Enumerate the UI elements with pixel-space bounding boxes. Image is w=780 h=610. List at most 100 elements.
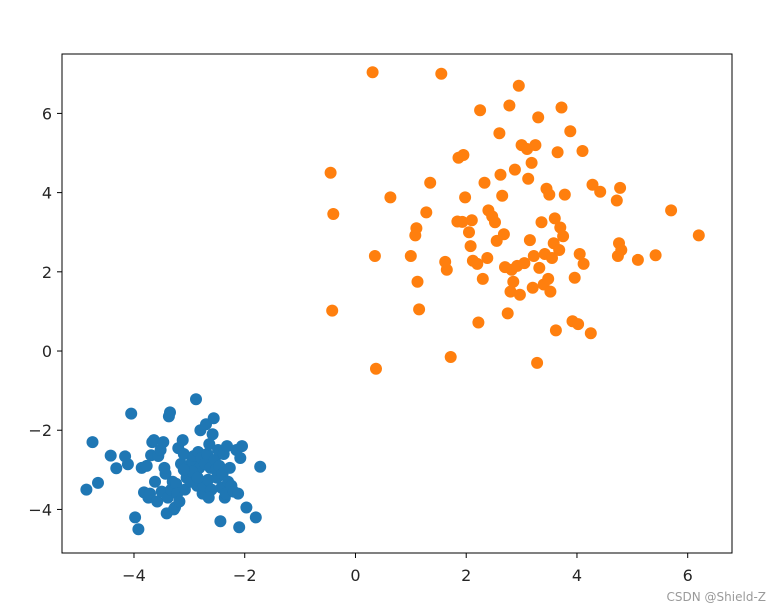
data-point [558, 188, 571, 201]
data-point [665, 204, 678, 217]
y-tick-label: −4 [28, 500, 52, 519]
data-point [420, 206, 433, 219]
y-tick-label: −2 [28, 421, 52, 440]
data-point [525, 156, 538, 169]
data-point [476, 272, 489, 285]
data-point [508, 163, 521, 176]
data-point [444, 351, 457, 363]
data-point [326, 304, 339, 317]
data-point [504, 285, 517, 298]
data-point [410, 222, 423, 235]
data-point [478, 176, 491, 189]
data-point [472, 316, 485, 329]
data-point [584, 327, 597, 340]
data-point [548, 212, 561, 225]
data-point [610, 194, 623, 207]
data-point [546, 252, 558, 264]
data-point [370, 362, 382, 375]
data-point [368, 250, 381, 262]
x-tick-label: 0 [350, 566, 360, 585]
y-tick-label: 0 [42, 342, 52, 361]
data-point [86, 436, 99, 449]
y-tick-label: 4 [42, 184, 52, 203]
data-point [631, 253, 644, 266]
data-point [518, 257, 531, 270]
data-point [568, 271, 581, 284]
data-point [572, 318, 585, 331]
y-tick-label: 6 [42, 104, 52, 123]
y-tick-label: 2 [42, 263, 52, 282]
data-point [465, 214, 478, 227]
data-point [543, 188, 556, 201]
data-point [110, 462, 123, 475]
data-point [474, 104, 487, 117]
data-point [494, 168, 507, 181]
data-point [493, 127, 506, 140]
data-point [501, 307, 514, 320]
data-point [496, 189, 509, 202]
data-point [207, 412, 220, 425]
data-point [456, 215, 469, 228]
data-point [413, 303, 426, 316]
data-point [170, 477, 183, 490]
data-point [157, 436, 170, 449]
y-axis: −4 −2 0 2 4 6 [28, 104, 62, 519]
data-point [512, 79, 525, 92]
series-0 [80, 393, 267, 536]
data-point [440, 263, 453, 276]
data-point [529, 139, 542, 152]
data-point [236, 440, 248, 453]
data-point [557, 230, 570, 243]
data-point [125, 407, 138, 420]
data-point [459, 191, 472, 204]
data-point [140, 459, 153, 472]
data-point [144, 487, 156, 500]
data-point [615, 244, 628, 256]
plot-frame [61, 53, 733, 554]
data-point [233, 521, 246, 534]
data-point [533, 261, 546, 274]
data-point [129, 511, 142, 524]
x-tick-label: −4 [122, 566, 146, 585]
data-point [531, 356, 544, 369]
data-point [649, 249, 662, 262]
data-point [497, 228, 510, 241]
data-point [214, 515, 227, 528]
data-point [463, 226, 475, 239]
data-point [203, 438, 216, 451]
data-point [151, 495, 164, 508]
data-point [80, 483, 93, 496]
data-point [503, 99, 516, 112]
data-point [221, 440, 233, 453]
data-point [191, 471, 204, 484]
data-point [457, 149, 470, 161]
data-point [234, 452, 247, 464]
data-point [132, 523, 145, 536]
data-point [526, 281, 539, 294]
data-point [104, 449, 117, 462]
x-tick-label: 4 [572, 566, 582, 585]
data-point [173, 495, 186, 508]
data-point [523, 234, 536, 247]
data-point [177, 448, 190, 460]
data-point [249, 511, 262, 524]
data-point [594, 185, 607, 198]
watermark: CSDN @Shield-Z [666, 590, 766, 604]
data-point [92, 476, 104, 489]
points-layer [80, 66, 705, 536]
data-point [586, 178, 599, 191]
series-1 [324, 66, 705, 375]
x-tick-label: −2 [233, 566, 257, 585]
data-point [366, 66, 379, 79]
data-point [324, 166, 337, 179]
data-point [489, 216, 501, 229]
data-point [121, 458, 134, 471]
data-point [384, 191, 397, 204]
data-point [481, 252, 494, 264]
data-point [327, 208, 340, 220]
data-point [411, 275, 424, 288]
data-point [555, 101, 568, 114]
data-point [232, 487, 245, 500]
data-point [527, 250, 540, 262]
